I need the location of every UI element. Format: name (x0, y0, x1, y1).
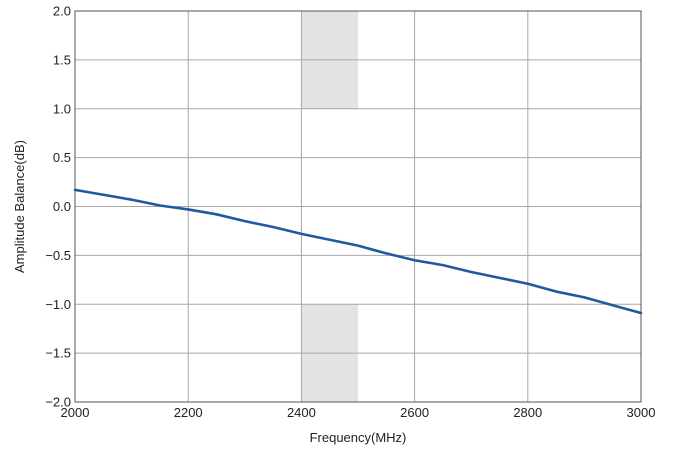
y-tick-label: 2.0 (53, 4, 71, 19)
y-tick-label: 0.5 (53, 150, 71, 165)
x-tick-label: 3000 (627, 405, 656, 420)
y-tick-label: 1.5 (53, 52, 71, 67)
plot-frame (74, 10, 642, 403)
y-tick-labels: −2.0 −1.5 −1.0 −0.5 0.0 0.5 1.0 1.5 2.0 (45, 4, 71, 410)
series-layer (73, 188, 643, 315)
x-tick-label: 2200 (174, 405, 203, 420)
y-tick-label: −0.5 (45, 248, 71, 263)
x-tick-label: 2600 (400, 405, 429, 420)
y-tick-label: −1.0 (45, 297, 71, 312)
x-tick-label: 2800 (513, 405, 542, 420)
y-tick-label: 0.0 (53, 199, 71, 214)
x-axis-title: Frequency(MHz) (310, 430, 407, 445)
y-tick-label: 1.0 (53, 101, 71, 116)
x-tick-labels: 2000 2200 2400 2600 2800 3000 (61, 405, 656, 420)
y-axis-title: Amplitude Balance(dB) (12, 140, 27, 273)
x-tick-label: 2400 (287, 405, 316, 420)
y-tick-label: −1.5 (45, 346, 71, 361)
y-tick-label: −2.0 (45, 395, 71, 410)
series-line-0 (73, 188, 643, 315)
x-tick-label: 2000 (61, 405, 90, 420)
